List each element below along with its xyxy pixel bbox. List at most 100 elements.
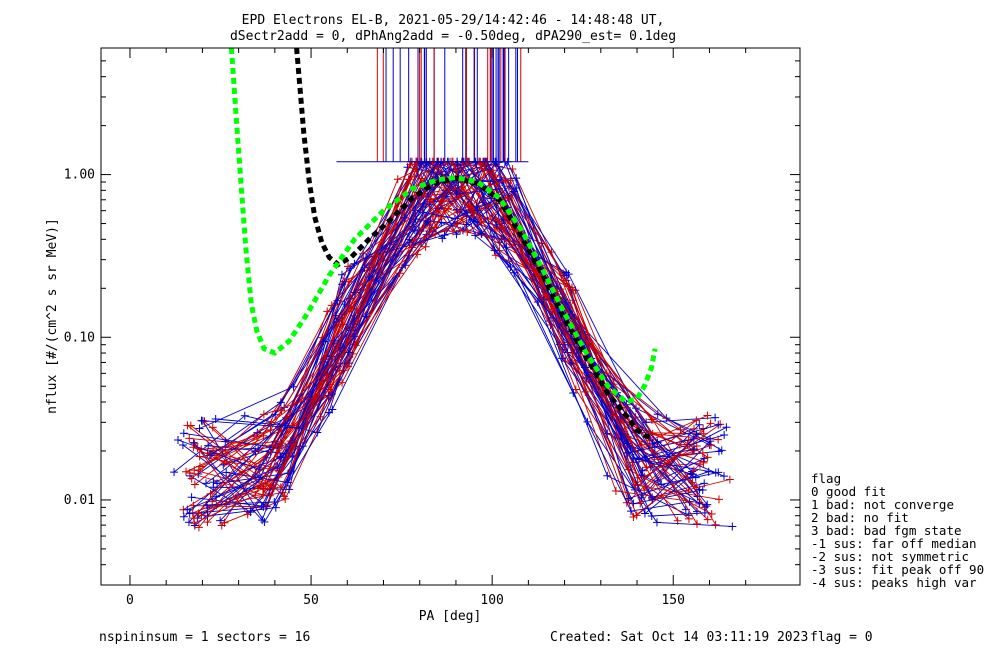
measurement-point [700, 508, 709, 517]
measurement-point [216, 516, 225, 525]
measurement-point [417, 174, 426, 183]
measurement-point [725, 475, 734, 484]
measurement-point [182, 467, 191, 476]
measurement-point [344, 362, 353, 371]
measurement-point [288, 452, 297, 461]
measurement-point [675, 440, 684, 449]
measurement-point [648, 495, 657, 504]
measurement-point [490, 246, 499, 255]
measurement-point [260, 518, 269, 527]
y-tick-label: 0.01 [64, 493, 95, 508]
footer-flag: flag = 0 [810, 630, 873, 645]
measurement-point [423, 217, 432, 226]
measurement-point [564, 282, 573, 291]
measurement-point [703, 515, 712, 524]
measurement-point [569, 388, 578, 397]
measurement-point [468, 208, 477, 217]
measurement-point [187, 474, 196, 483]
measurement-point [217, 521, 226, 530]
measurement-point [276, 483, 285, 492]
y-tick-label: 1.00 [64, 168, 95, 183]
measurement-point [648, 415, 657, 424]
measurement-point [631, 480, 640, 489]
measurement-point [189, 443, 198, 452]
x-tick-label: 0 [126, 593, 134, 608]
measurement-point [692, 483, 701, 492]
measurement-point [276, 398, 285, 407]
measurement-point [684, 514, 693, 523]
measurement-trace [199, 161, 690, 520]
measurement-point [706, 419, 715, 428]
measurement-point [195, 424, 204, 433]
measurement-point [338, 378, 347, 387]
measurement-point [328, 405, 337, 414]
measurement-point [187, 493, 196, 502]
measurement-point [477, 229, 486, 238]
measurement-point [393, 175, 402, 184]
measurement-point [706, 437, 715, 446]
measurement-point [626, 507, 635, 516]
measurement-point [699, 458, 708, 467]
measurement-point [170, 468, 179, 477]
legend-item: -2 sus: not symmetric [811, 549, 969, 564]
measurement-point [418, 208, 427, 217]
measurement-point [692, 430, 701, 439]
measurement-point [567, 358, 576, 367]
measurement-point [471, 231, 480, 240]
measurement-point [711, 520, 720, 529]
footer-created: Created: Sat Oct 14 03:11:19 2023 [550, 630, 808, 645]
measurement-point [221, 437, 230, 446]
measurement-point [246, 508, 255, 517]
measurement-point [417, 159, 426, 168]
measurement-point [270, 497, 279, 506]
measurement-point [690, 445, 699, 454]
flag-legend: flag 0 good fit 1 bad: not converge 2 ba… [811, 471, 984, 590]
measurement-point [440, 197, 449, 206]
measurement-point [209, 478, 218, 487]
measurement-point [702, 502, 711, 511]
measurement-point [602, 369, 611, 378]
measurement-point [185, 509, 194, 518]
measurement-point [564, 270, 573, 279]
measurement-point [463, 228, 472, 237]
measurement-point [281, 421, 290, 430]
measurement-point [267, 418, 276, 427]
measurement-point [421, 242, 430, 251]
plot-frame [100, 47, 801, 586]
measurement-point [501, 176, 510, 185]
chart-title: EPD Electrons EL-B, 2021-05-29/14:42:46 … [242, 13, 665, 28]
measurement-point [642, 418, 651, 427]
y-axis-label: nflux [#/(cm^2 s sr MeV)] [45, 218, 60, 414]
measurement-point [636, 499, 645, 508]
measurement-point [502, 243, 511, 252]
measurement-point [350, 259, 359, 268]
measurement-point [202, 479, 211, 488]
x-tick-label: 50 [303, 593, 319, 608]
measurement-point [634, 454, 643, 463]
measurement-point [583, 368, 592, 377]
measurement-point [609, 411, 618, 420]
measurement-point [179, 512, 188, 521]
measurement-point [185, 434, 194, 443]
measurement-point [273, 462, 282, 471]
measurement-point [707, 509, 716, 518]
measurement-point [676, 425, 685, 434]
measurement-point [695, 499, 704, 508]
measurement-point [419, 199, 428, 208]
chart-subtitle: dSectr2add = 0, dPhAng2add = -0.50deg, d… [230, 29, 676, 44]
measurement-point [344, 262, 353, 271]
measurement-point [512, 174, 521, 183]
peak-marker-lines [336, 48, 529, 163]
measurement-point [428, 227, 437, 236]
measurement-point [698, 448, 707, 457]
measurement-point [179, 429, 188, 438]
measurement-point [222, 468, 231, 477]
measurement-point [269, 483, 278, 492]
measurement-point [603, 471, 612, 480]
measurement-point [173, 435, 182, 444]
measurement-point [432, 223, 441, 232]
measurement-point [581, 387, 590, 396]
legend-item: 3 bad: bad fgm state [811, 523, 962, 538]
measurement-point [695, 420, 704, 429]
